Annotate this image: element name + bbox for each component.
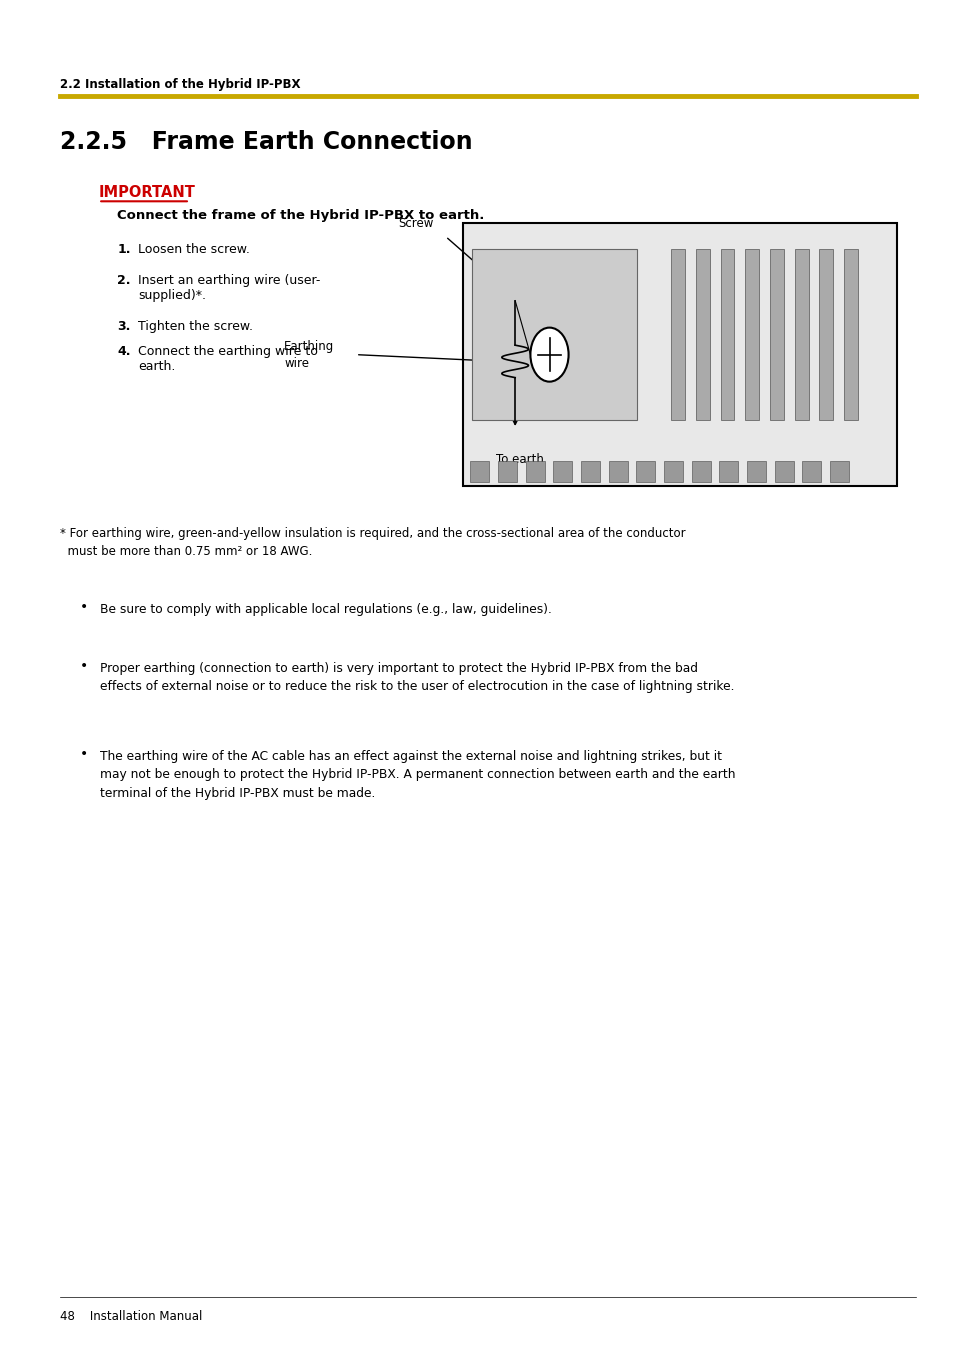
Bar xyxy=(719,461,738,482)
Text: Loosen the screw.: Loosen the screw. xyxy=(138,243,250,257)
Bar xyxy=(746,461,765,482)
Text: Connect the frame of the Hybrid IP-PBX to earth.: Connect the frame of the Hybrid IP-PBX t… xyxy=(117,209,484,223)
Text: 2.: 2. xyxy=(117,274,131,288)
Bar xyxy=(670,250,684,420)
Bar xyxy=(525,461,544,482)
Bar xyxy=(470,461,489,482)
Bar xyxy=(720,250,734,420)
Bar xyxy=(553,461,572,482)
Bar xyxy=(580,461,599,482)
Text: 4.: 4. xyxy=(117,345,131,358)
Text: •: • xyxy=(80,600,88,613)
Text: Insert an earthing wire (user-
supplied)*.: Insert an earthing wire (user- supplied)… xyxy=(138,274,320,303)
Bar xyxy=(794,250,808,420)
Text: •: • xyxy=(80,747,88,761)
Text: The earthing wire of the AC cable has an effect against the external noise and l: The earthing wire of the AC cable has an… xyxy=(100,750,735,800)
Text: IMPORTANT: IMPORTANT xyxy=(98,185,195,200)
Bar xyxy=(819,250,833,420)
Bar xyxy=(663,461,682,482)
Bar xyxy=(744,250,759,420)
Text: 1.: 1. xyxy=(117,243,131,257)
Bar xyxy=(608,461,627,482)
Text: Proper earthing (connection to earth) is very important to protect the Hybrid IP: Proper earthing (connection to earth) is… xyxy=(100,662,734,693)
Text: Screw: Screw xyxy=(397,216,433,230)
Text: 48    Installation Manual: 48 Installation Manual xyxy=(60,1310,202,1324)
Text: 2.2.5   Frame Earth Connection: 2.2.5 Frame Earth Connection xyxy=(60,130,473,154)
Circle shape xyxy=(530,328,568,382)
Text: * For earthing wire, green-and-yellow insulation is required, and the cross-sect: * For earthing wire, green-and-yellow in… xyxy=(60,527,685,558)
Bar xyxy=(774,461,793,482)
Text: 3.: 3. xyxy=(117,320,131,334)
Bar xyxy=(829,461,848,482)
Bar xyxy=(769,250,783,420)
Text: Tighten the screw.: Tighten the screw. xyxy=(138,320,253,334)
Text: •: • xyxy=(80,659,88,673)
Text: Be sure to comply with applicable local regulations (e.g., law, guidelines).: Be sure to comply with applicable local … xyxy=(100,603,552,616)
Bar xyxy=(843,250,858,420)
Text: 2.2 Installation of the Hybrid IP-PBX: 2.2 Installation of the Hybrid IP-PBX xyxy=(60,78,300,92)
Text: Earthing
wire: Earthing wire xyxy=(284,339,335,370)
Bar xyxy=(462,223,896,486)
Bar xyxy=(691,461,710,482)
Text: Connect the earthing wire to
earth.: Connect the earthing wire to earth. xyxy=(138,345,318,373)
Bar xyxy=(497,461,517,482)
Bar xyxy=(472,250,637,420)
Bar xyxy=(801,461,821,482)
Bar xyxy=(695,250,709,420)
Text: To earth: To earth xyxy=(496,454,543,466)
Bar xyxy=(636,461,655,482)
